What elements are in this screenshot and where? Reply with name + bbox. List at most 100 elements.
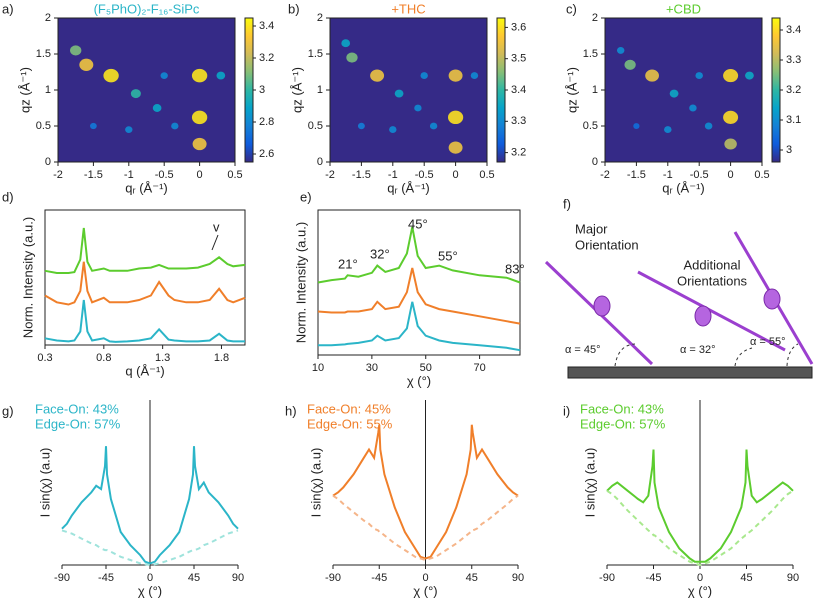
peak <box>447 110 464 125</box>
annotation: 45° <box>408 216 428 231</box>
x-tick-label: -0.5 <box>155 169 174 181</box>
x-tick-label: 90 <box>232 572 244 584</box>
y-tick-label: 1.5 <box>583 48 598 60</box>
x-axis-label: χ (°) <box>407 373 431 388</box>
y-tick-label: 0.5 <box>583 120 598 132</box>
x-axis-label: χ (°) <box>413 583 437 598</box>
y-axis-label: I sin(χ) (a.u) <box>37 448 52 518</box>
x-tick-label: 0 <box>197 169 203 181</box>
colorbar-tick-label: 3.6 <box>511 21 526 33</box>
series-line <box>332 424 519 560</box>
y-tick-label: 2 <box>45 12 51 24</box>
y-axis-label: I sin(χ) (a.u) <box>582 448 597 518</box>
colorbar-tick-label: 3.5 <box>511 53 526 65</box>
angle-arc <box>734 347 753 367</box>
colorbar-tick-label: 3 <box>786 144 792 156</box>
series-line <box>44 227 246 274</box>
x-tick-label: -90 <box>325 572 341 584</box>
x-axis-label: χ (°) <box>688 583 712 598</box>
peak <box>414 104 422 112</box>
annotation: v <box>213 219 220 234</box>
panel-letter: f) <box>563 196 571 211</box>
peak <box>669 89 679 98</box>
angle-arc <box>614 343 636 367</box>
x-tick-label: -45 <box>646 572 662 584</box>
series-line <box>317 267 521 325</box>
x-tick-label: 90 <box>787 572 799 584</box>
molecule <box>763 288 781 310</box>
peak <box>645 69 659 82</box>
peak <box>171 122 179 130</box>
peak <box>448 69 463 82</box>
x-tick-label: 1.8 <box>214 352 229 364</box>
x-tick-label: 0.3 <box>37 352 52 364</box>
colorbar <box>496 17 506 163</box>
x-tick-label: 0 <box>728 169 734 181</box>
panel-letter: i) <box>563 403 570 418</box>
heatmap-background <box>605 18 762 162</box>
colorbar-tick-label: 3.2 <box>786 84 801 96</box>
peak <box>723 69 739 83</box>
peak <box>689 104 697 112</box>
peak <box>389 126 397 134</box>
peak <box>616 46 625 54</box>
x-tick-label: -1.5 <box>84 169 103 181</box>
peak <box>745 71 754 80</box>
colorbar-tick-label: 2.8 <box>259 116 274 128</box>
y-axis-label: I sin(χ) (a.u) <box>308 448 323 518</box>
label: Orientation <box>575 237 639 252</box>
x-tick-label: 0 <box>147 572 153 584</box>
y-axis-label: Norm. Intensity (a.u.) <box>20 217 35 338</box>
x-tick-label: 50 <box>420 362 432 374</box>
peak <box>125 126 133 133</box>
annotation: Face-On: 45% <box>307 401 391 416</box>
series-line <box>44 299 245 343</box>
x-tick-label: 0.5 <box>227 169 242 181</box>
panel-letter: a) <box>2 1 14 16</box>
colorbar-tick-label: 3.3 <box>511 115 526 127</box>
x-tick-label: -1 <box>663 169 673 181</box>
x-tick-label: -1 <box>124 169 134 181</box>
peak <box>394 89 404 98</box>
peak <box>130 89 141 99</box>
molecule <box>593 295 611 317</box>
annotation-pointer <box>211 234 219 251</box>
colorbar-tick-label: 3 <box>259 84 265 96</box>
x-tick-label: -90 <box>599 572 615 584</box>
y-tick-label: 1.5 <box>308 48 323 60</box>
x-tick-label: 30 <box>366 362 378 374</box>
heatmap-background <box>58 18 235 162</box>
annotation: Face-On: 43% <box>35 401 119 416</box>
x-tick-label: 0 <box>697 572 703 584</box>
peak <box>664 126 672 134</box>
panel-title: +THC <box>391 1 425 16</box>
peak <box>695 72 703 80</box>
annotation: Edge-On: 55% <box>307 416 393 431</box>
x-tick-label: -1.5 <box>627 169 646 181</box>
peak <box>216 71 226 80</box>
x-tick-label: -2 <box>325 169 335 181</box>
x-axis-label: qᵣ (Å⁻¹) <box>387 180 429 195</box>
x-axis-label: q (Å⁻¹) <box>125 363 164 378</box>
peak <box>470 72 479 80</box>
colorbar-tick-label: 3.4 <box>511 84 526 96</box>
annotation: Edge-On: 57% <box>580 416 666 431</box>
x-tick-label: 0 <box>453 169 459 181</box>
x-axis-label: χ (°) <box>138 583 162 598</box>
y-axis-label: qz (Å⁻¹) <box>17 67 32 113</box>
colorbar <box>244 17 254 163</box>
y-tick-label: 0 <box>317 156 323 168</box>
x-tick-label: -1.5 <box>352 169 371 181</box>
series-line <box>606 489 794 567</box>
heatmap-background <box>330 18 487 162</box>
peak <box>160 72 168 79</box>
plot-frame <box>317 209 521 356</box>
x-tick-label: 0.5 <box>479 169 494 181</box>
colorbar-tick-label: 3.4 <box>259 20 274 32</box>
annotation: 21° <box>338 256 358 271</box>
peak <box>341 39 351 48</box>
angle-label: α = 55° <box>750 336 786 348</box>
peak <box>633 123 640 129</box>
angle-label: α = 32° <box>680 344 716 356</box>
